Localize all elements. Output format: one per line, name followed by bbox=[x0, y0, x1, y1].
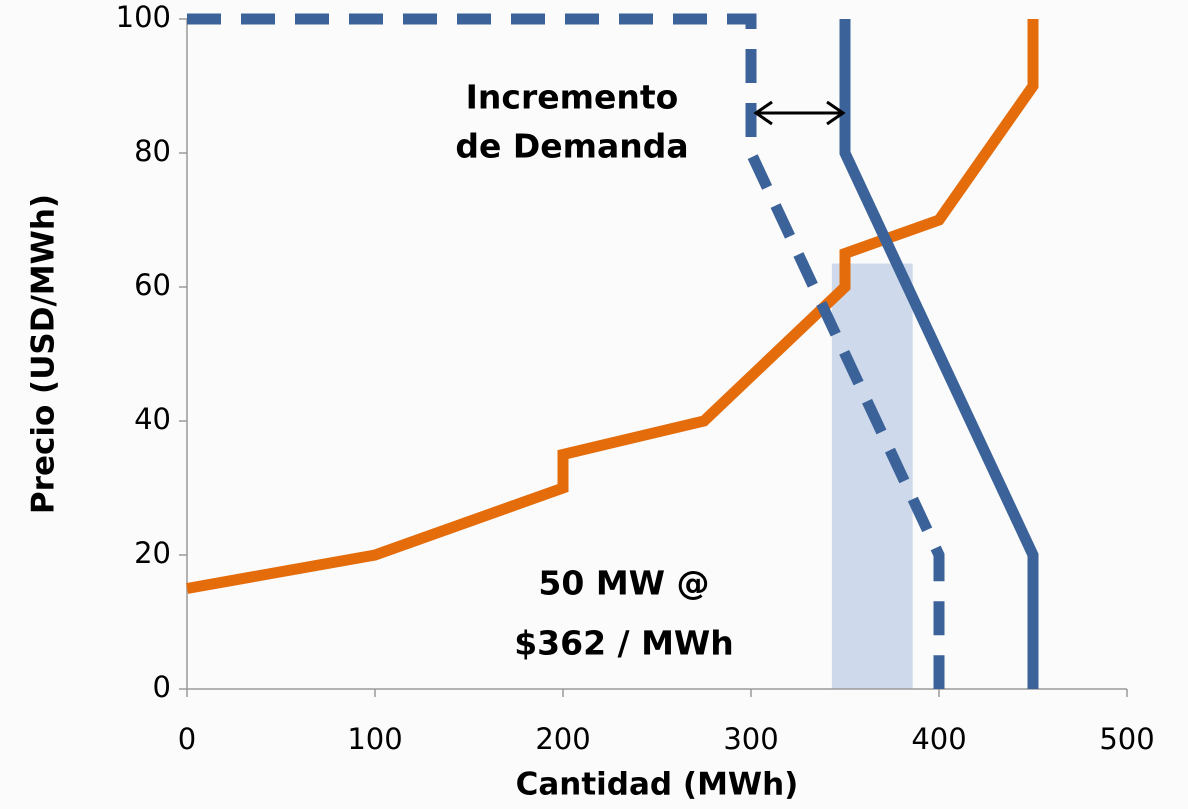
y-tick-label: 60 bbox=[134, 268, 171, 302]
x-tick-label: 200 bbox=[535, 722, 590, 756]
annotation: 50 MW @ bbox=[538, 564, 709, 603]
plot: 0 20 40 60 80 100 0 100 200 300 400 500 bbox=[116, 0, 1155, 756]
annotation: Incremento bbox=[466, 78, 679, 117]
x-tick-label: 300 bbox=[723, 722, 778, 756]
arrow bbox=[753, 100, 846, 126]
annotation: de Demanda bbox=[455, 127, 688, 166]
x-axis-title: Cantidad (MWh) bbox=[516, 767, 799, 803]
y-tick-label: 20 bbox=[134, 536, 171, 570]
y-tick-label: 100 bbox=[116, 0, 171, 34]
y-tick-label: 40 bbox=[134, 402, 171, 436]
y-tick-label: 80 bbox=[134, 134, 171, 168]
series-line bbox=[186, 19, 1039, 594]
x-tick-label: 0 bbox=[178, 722, 196, 756]
series-line bbox=[839, 19, 1039, 689]
x-tick-label: 100 bbox=[347, 722, 402, 756]
x-tick-label: 500 bbox=[1099, 722, 1154, 756]
x-tick-label: 400 bbox=[911, 722, 966, 756]
y-axis-title: Precio (USD/MWh) bbox=[26, 194, 62, 514]
annotation: $362 / MWh bbox=[514, 624, 734, 663]
y-tick-label: 0 bbox=[153, 670, 171, 704]
